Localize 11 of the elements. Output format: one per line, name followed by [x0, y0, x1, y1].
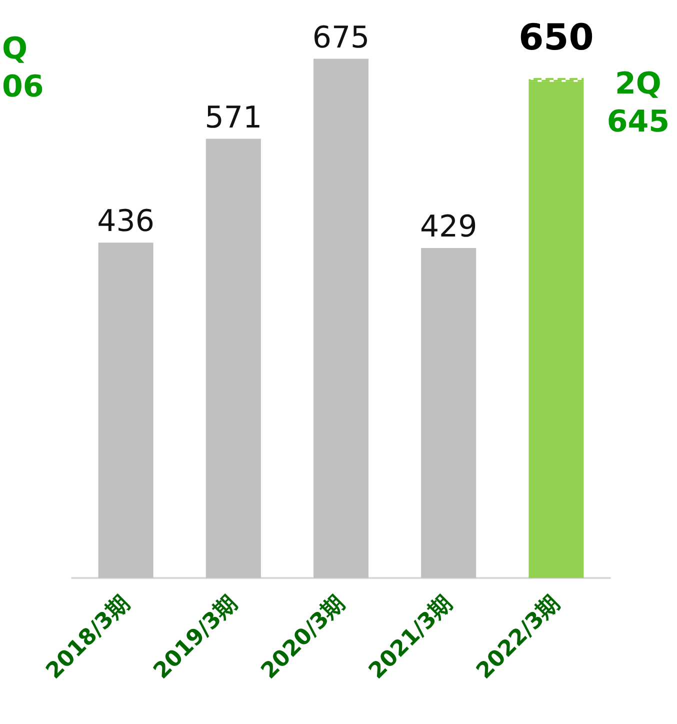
data-label: 429 — [420, 210, 478, 244]
data-label: 571 — [204, 100, 262, 136]
total-label: 650 — [518, 18, 594, 58]
data-label: 436 — [97, 204, 154, 240]
bar — [98, 242, 154, 578]
data-label: 675 — [312, 20, 370, 56]
bar — [314, 58, 368, 578]
text: Q 06 — [2, 32, 44, 104]
bar — [206, 138, 261, 578]
bar — [421, 248, 476, 578]
annotation: 2Q 645 — [606, 66, 670, 140]
